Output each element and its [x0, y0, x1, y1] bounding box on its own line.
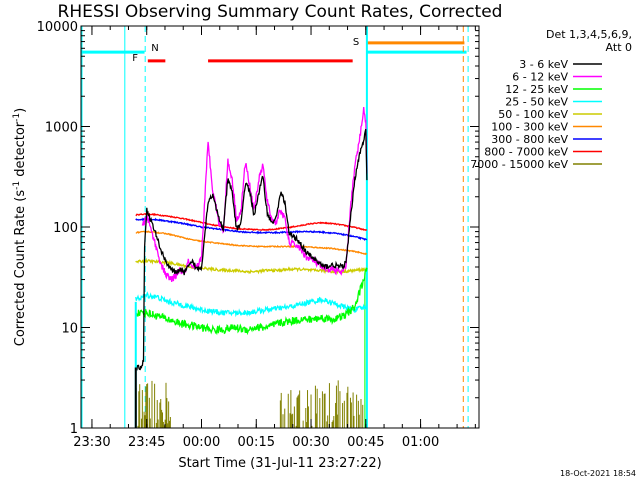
y-tick-label: 1000: [45, 121, 78, 136]
y-label-part-1: Corrected Count Rate (s: [13, 190, 28, 347]
generated-timestamp: 18-Oct-2021 18:54: [560, 469, 636, 478]
legend-label: 50 - 100 keV: [498, 108, 568, 121]
series-line-6-to-12-kev: [141, 107, 368, 282]
x-tick-label: 01:00: [402, 435, 439, 450]
y-tick-label: 10000: [37, 20, 78, 35]
x-tick-label: 00:00: [183, 435, 220, 450]
legend-label: 7000 - 15000 keV: [470, 158, 568, 171]
series-line-12-to-25-kev: [135, 267, 368, 336]
x-tick-label: 00:15: [238, 435, 275, 450]
y-axis-label: Corrected Count Rate (s-1 detector-1): [12, 108, 28, 346]
y-tick-label: 1: [70, 422, 78, 437]
legend-label: 3 - 6 keV: [519, 58, 568, 71]
series-line-100-to-300-kev: [135, 230, 368, 256]
series-line-3-to-6-kev: [135, 128, 368, 371]
legend-title-line-1: Det 1,3,4,5,6,9,: [546, 28, 632, 41]
series-line-25-to-50-kev: [135, 291, 368, 318]
x-tick-label: 23:30: [73, 435, 110, 450]
legend-label: 12 - 25 keV: [505, 83, 568, 96]
marker-label-n: N: [151, 43, 158, 54]
legend-label: 25 - 50 keV: [505, 96, 568, 109]
legend-title-line-2: Att 0: [606, 41, 632, 54]
marker-label-f: F: [132, 53, 138, 64]
y-label-sup-2: -1: [12, 113, 22, 122]
y-tick-label: 10: [61, 322, 78, 337]
legend-label: 6 - 12 keV: [512, 71, 568, 84]
y-label-part-2: detector: [13, 121, 28, 181]
chart-title: RHESSI Observing Summary Count Rates, Co…: [58, 2, 503, 22]
y-tick-label: 100: [53, 221, 78, 236]
x-axis-label: Start Time (31-Jul-11 23:27:22): [178, 456, 381, 471]
marker-label-s: S: [353, 37, 359, 48]
plot-area: N F S: [81, 26, 469, 428]
y-label-sup-1: -1: [12, 181, 22, 190]
series-line-300-to-800-kev: [135, 217, 368, 242]
legend-label: 300 - 800 keV: [491, 133, 568, 146]
x-tick-label: 00:45: [347, 435, 384, 450]
x-tick-label: 00:30: [292, 435, 329, 450]
legend-label: 100 - 300 keV: [491, 121, 568, 134]
x-tick-label: 23:45: [128, 435, 165, 450]
axis-ticks: 23:30 23:45 00:00 00:15 00:30 00:45 01:00 1 10 10…: [37, 20, 479, 450]
legend-label: 800 - 7000 keV: [484, 146, 568, 159]
y-label-part-3: ): [13, 108, 28, 113]
series-line-800-to-7000-kev: [135, 212, 368, 231]
